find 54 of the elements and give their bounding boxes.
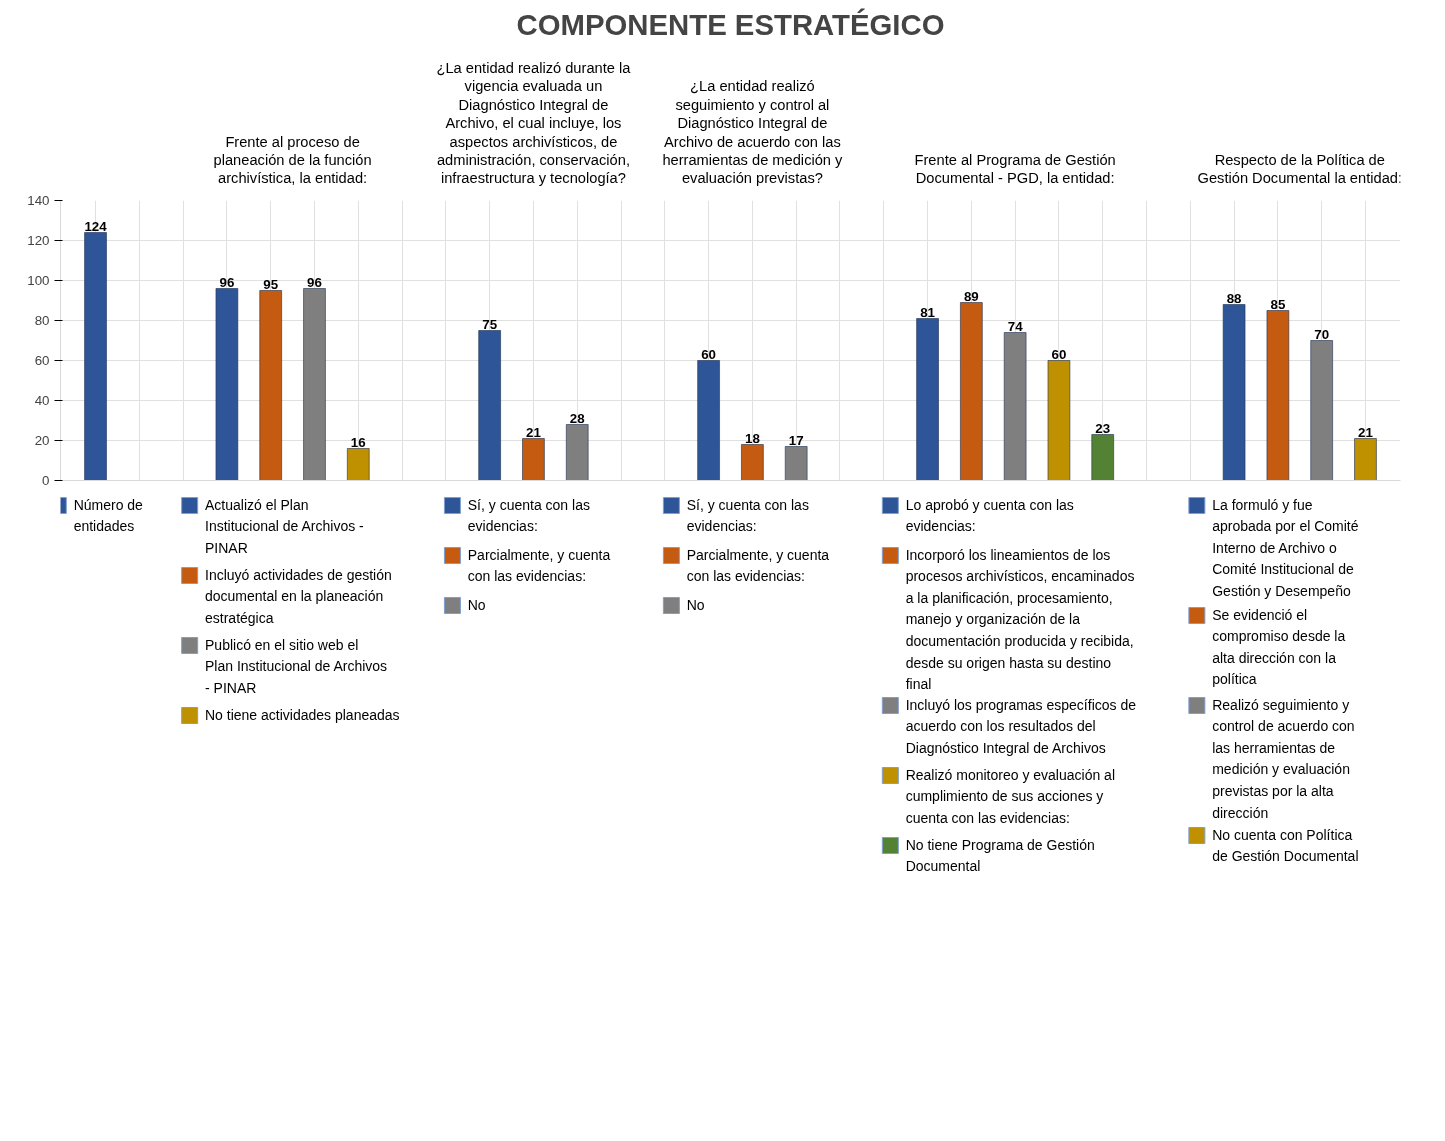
text: Frente al proceso de planeación de la función archivística, la entidad: — [213, 133, 372, 187]
data-label: 124 — [84, 218, 108, 234]
legend-label: Actualizó el Plan Institucional de Archivos - PINAR — [205, 496, 365, 556]
y-tick-label: 0 — [42, 473, 50, 488]
legend-label: Incluyó actividades de gestión documental en la planeación estratégica — [205, 566, 392, 626]
data-label: 60 — [1051, 346, 1067, 362]
data-label: 96 — [219, 274, 235, 290]
legend-label: Número de entidades — [73, 496, 144, 535]
y-tick-label: 40 — [34, 393, 50, 408]
y-tick-label: 60 — [34, 353, 50, 368]
data-label: 95 — [263, 276, 279, 292]
data-label: 88 — [1226, 290, 1242, 306]
y-tick-label: 80 — [34, 313, 50, 328]
legend-label: Realizó monitoreo y evaluación al cumplimiento de sus acciones y cuenta con las evidencias: — [905, 766, 1116, 826]
legend-label: Sí, y cuenta con las evidencias: — [686, 496, 809, 535]
data-label: 16 — [350, 434, 366, 450]
legend-label: No tiene Programa de Gestión Documental — [905, 836, 1095, 875]
legend-label: Lo aprobó y cuenta con las evidencias: — [905, 496, 1074, 535]
data-label: 28 — [569, 410, 585, 426]
y-tick-label: 20 — [34, 433, 50, 448]
data-label: 85 — [1270, 296, 1286, 312]
legend-label: Se evidenció el compromiso desde la alta dirección con la política — [1212, 606, 1346, 688]
data-label: 18 — [744, 430, 760, 446]
data-label: 81 — [920, 304, 936, 320]
text: Respecto de la Política de Gestión Documental la entidad: — [1197, 152, 1403, 187]
legend-label: No cuenta con Política de Gestión Documental — [1212, 826, 1359, 865]
data-label: 21 — [1358, 424, 1374, 440]
legend-label: Incorporó los lineamientos de los procesos archivísticos, encaminados a la planificación, procesamiento, manejo y organización de la documentación producida y recibida, desde su origen hasta su destino final — [905, 546, 1135, 693]
data-label: 60 — [701, 346, 717, 362]
y-tick-label: 140 — [27, 193, 50, 208]
legend-label: Sí, y cuenta con las evidencias: — [467, 496, 590, 535]
text: ¿La entidad realizó seguimiento y control al Diagnóstico Integral de Archivo de acuerdo con las herramientas de medición y evaluación previstas? — [662, 78, 844, 187]
data-label: 75 — [482, 316, 498, 332]
data-label: 74 — [1007, 318, 1024, 334]
legend-label: No — [467, 596, 486, 613]
y-tick-label: 100 — [27, 273, 50, 288]
y-tick-label: 120 — [27, 233, 50, 248]
text: ¿La entidad realizó durante la vigencia evaluada un Diagnóstico Integral de Archivo, el cual incluye, los aspectos archivísticos, de administración, conservación, infraestructura y tecnología? — [436, 60, 632, 187]
data-label: 17 — [788, 432, 804, 448]
legend-label: Incluyó los programas específicos de acuerdo con los resultados del Diagnóstico Integral de Archivos — [905, 696, 1137, 756]
data-label: 70 — [1314, 326, 1330, 342]
legend-label: No — [686, 596, 705, 613]
legend-label: Parcialmente, y cuenta con las evidencias: — [686, 546, 830, 585]
data-label: 89 — [963, 288, 979, 304]
data-label: 21 — [526, 424, 542, 440]
chart-title: COMPONENTE ESTRATÉGICO — [516, 7, 945, 41]
legend-label: Realizó seguimiento y control de acuerdo con las herramientas de medición y evaluación previstas por la alta dirección — [1212, 696, 1355, 821]
text: Frente al Programa de Gestión Documental - PGD, la entidad: — [914, 152, 1116, 187]
data-label: 96 — [307, 274, 322, 290]
data-label: 23 — [1095, 420, 1111, 436]
legend-label: Parcialmente, y cuenta con las evidencias: — [467, 546, 611, 585]
legend-label: La formuló y fue aprobada por el Comité Interno de Archivo o Comité Institucional de Gestión y Desempeño — [1212, 496, 1359, 599]
legend-label: Publicó en el sitio web el Plan Institucional de Archivos - PINAR — [205, 636, 388, 696]
legend-label: No tiene actividades planeadas — [205, 706, 400, 723]
